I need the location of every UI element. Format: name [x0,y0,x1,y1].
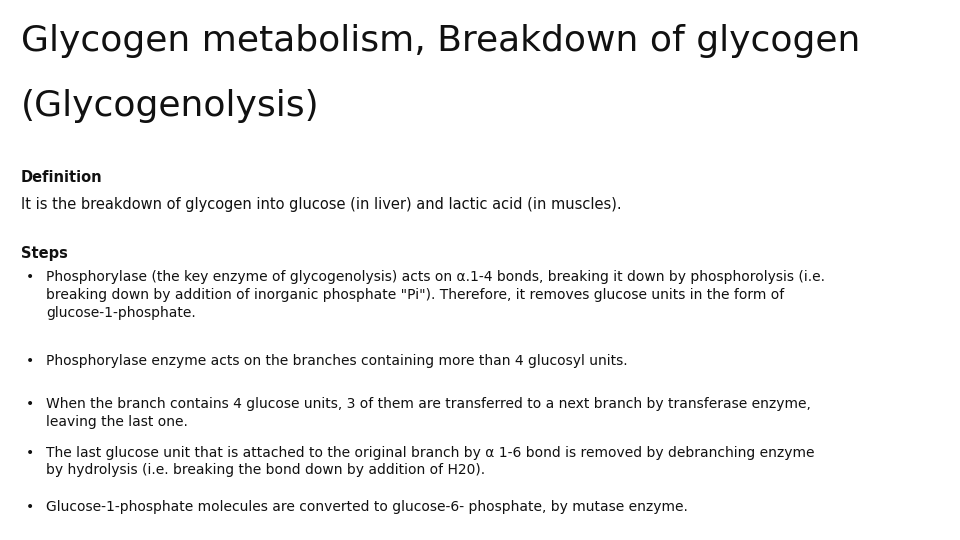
Text: •: • [26,500,35,514]
Text: Phosphorylase enzyme acts on the branches containing more than 4 glucosyl units.: Phosphorylase enzyme acts on the branche… [46,354,628,368]
Text: It is the breakdown of glycogen into glucose (in liver) and lactic acid (in musc: It is the breakdown of glycogen into glu… [21,197,622,212]
Text: •: • [26,354,35,368]
Text: The last glucose unit that is attached to the original branch by α 1-6 bond is r: The last glucose unit that is attached t… [46,446,815,477]
Text: Steps: Steps [21,246,68,261]
Text: When the branch contains 4 glucose units, 3 of them are transferred to a next br: When the branch contains 4 glucose units… [46,397,811,429]
Text: Definition: Definition [21,170,103,185]
Text: (Glycogenolysis): (Glycogenolysis) [21,89,320,123]
Text: •: • [26,270,35,284]
Text: •: • [26,397,35,411]
Text: •: • [26,446,35,460]
Text: Phosphorylase (the key enzyme of glycogenolysis) acts on α.1-4 bonds, breaking i: Phosphorylase (the key enzyme of glycoge… [46,270,825,320]
Text: Glycogen metabolism, Breakdown of glycogen: Glycogen metabolism, Breakdown of glycog… [21,24,860,58]
Text: Glucose-1-phosphate molecules are converted to glucose-6- phosphate, by mutase e: Glucose-1-phosphate molecules are conver… [46,500,688,514]
